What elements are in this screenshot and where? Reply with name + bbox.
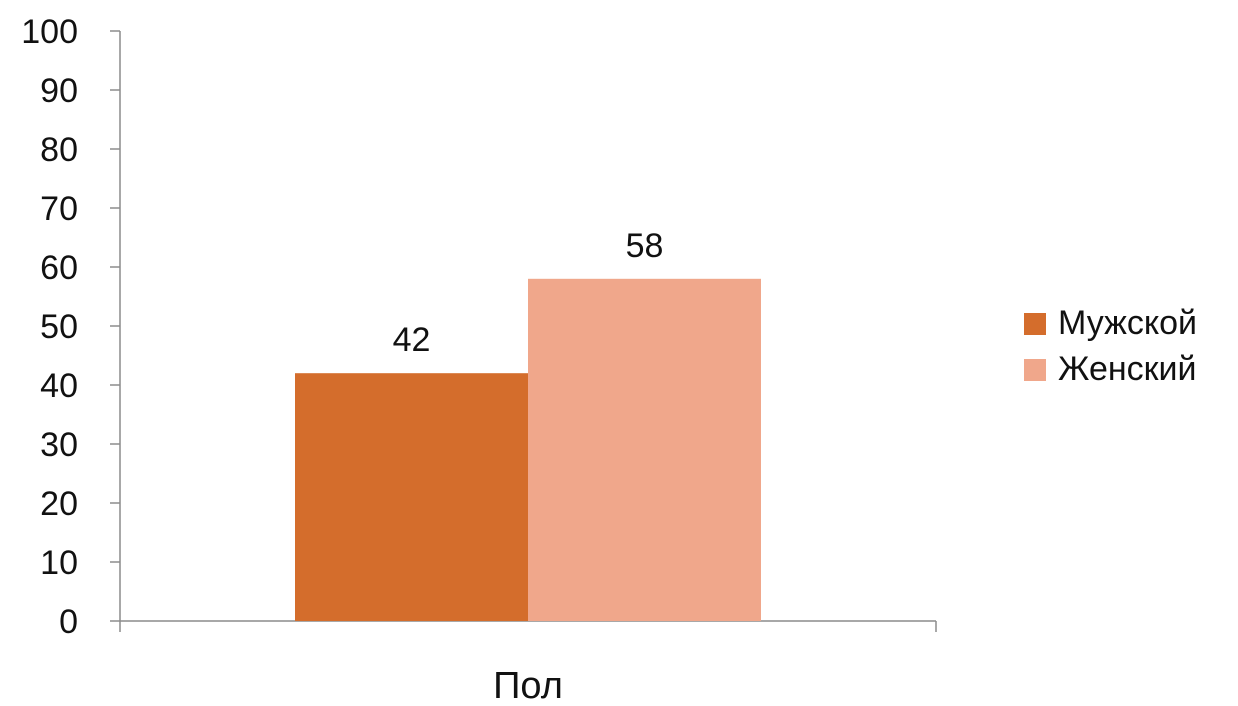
y-tick-label: 80: [40, 131, 78, 169]
y-tick-label: 70: [40, 190, 78, 228]
y-tick-label: 0: [59, 603, 78, 641]
axes: 0 10 20 30 40 50 60 70 80 90 100 Пол: [21, 13, 937, 706]
y-tick-label: 90: [40, 72, 78, 110]
y-tick-label: 40: [40, 367, 78, 405]
y-tick-label: 20: [40, 485, 78, 523]
legend-label: Мужской: [1058, 304, 1197, 342]
y-tick-label: 100: [21, 13, 78, 51]
bar-value-label: 42: [393, 321, 431, 359]
y-tick-label: 50: [40, 308, 78, 346]
y-tick-label: 60: [40, 249, 78, 287]
y-tick-label: 10: [40, 544, 78, 582]
x-category-label: Пол: [493, 665, 563, 701]
bar-value-label: 58: [626, 227, 664, 265]
legend: Мужской Женский: [1024, 304, 1197, 388]
bar-female: [528, 278, 761, 621]
legend-swatch: [1024, 359, 1046, 381]
legend-swatch: [1024, 313, 1046, 335]
legend-label: Женский: [1058, 350, 1197, 388]
y-tick-label: 30: [40, 426, 78, 464]
bar-male: [295, 373, 528, 621]
bars: [295, 278, 761, 621]
data-labels: 42 58: [393, 227, 664, 359]
